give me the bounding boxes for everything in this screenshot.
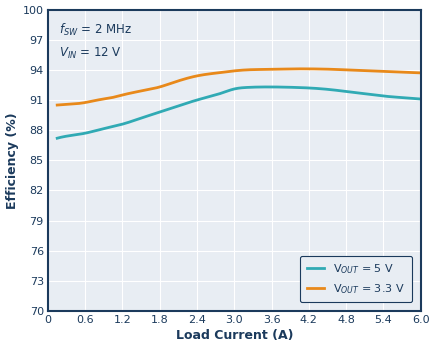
V$_{OUT}$ = 3.3 V xyxy=(385,70,390,74)
V$_{OUT}$ = 5 V xyxy=(55,136,60,140)
Y-axis label: Efficiency (%): Efficiency (%) xyxy=(6,112,19,209)
V$_{OUT}$ = 3.3 V xyxy=(299,67,305,71)
Text: $f_{SW}$ = 2 MHz
$V_{IN}$ = 12 V: $f_{SW}$ = 2 MHz $V_{IN}$ = 12 V xyxy=(59,22,132,61)
Line: V$_{OUT}$ = 3.3 V: V$_{OUT}$ = 3.3 V xyxy=(57,69,420,105)
V$_{OUT}$ = 5 V xyxy=(270,85,276,89)
V$_{OUT}$ = 3.3 V xyxy=(361,69,366,73)
V$_{OUT}$ = 3.3 V xyxy=(417,71,422,75)
X-axis label: Load Current (A): Load Current (A) xyxy=(175,330,293,342)
V$_{OUT}$ = 5 V xyxy=(272,85,277,89)
V$_{OUT}$ = 5 V xyxy=(385,94,390,98)
V$_{OUT}$ = 5 V xyxy=(56,136,61,140)
V$_{OUT}$ = 5 V xyxy=(361,92,366,96)
V$_{OUT}$ = 5 V xyxy=(264,85,270,89)
V$_{OUT}$ = 3.3 V xyxy=(270,67,276,71)
V$_{OUT}$ = 5 V xyxy=(417,97,422,101)
V$_{OUT}$ = 3.3 V xyxy=(269,67,274,71)
V$_{OUT}$ = 3.3 V xyxy=(56,103,61,107)
V$_{OUT}$ = 3.3 V xyxy=(55,103,60,107)
V$_{OUT}$ = 5 V xyxy=(278,85,283,89)
Legend: V$_{OUT}$ = 5 V, V$_{OUT}$ = 3.3 V: V$_{OUT}$ = 5 V, V$_{OUT}$ = 3.3 V xyxy=(299,256,411,302)
Line: V$_{OUT}$ = 5 V: V$_{OUT}$ = 5 V xyxy=(57,87,420,138)
V$_{OUT}$ = 3.3 V xyxy=(276,67,282,71)
